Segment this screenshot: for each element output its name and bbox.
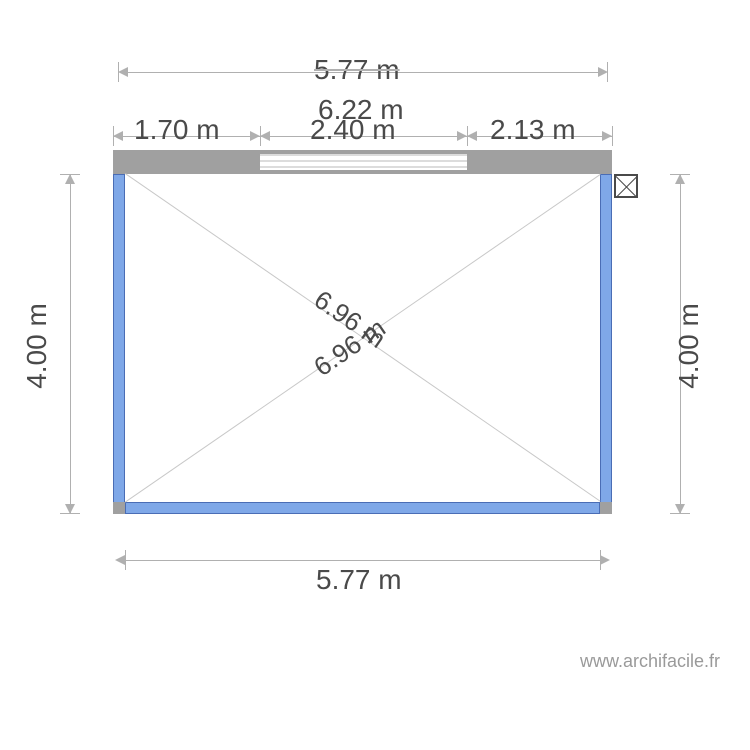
dim-top-seg3: 2.13 m bbox=[490, 114, 576, 146]
dim-line-left bbox=[70, 174, 71, 514]
dim-left-height: 4.00 m bbox=[21, 303, 53, 389]
dim-top-seg2: 2.40 m bbox=[310, 114, 396, 146]
dim-line-bottom bbox=[125, 560, 600, 561]
dim-top-seg1: 1.70 m bbox=[134, 114, 220, 146]
wall-bottom bbox=[125, 502, 600, 514]
symbol-box bbox=[614, 174, 638, 198]
dim-bottom-width: 5.77 m bbox=[316, 564, 402, 596]
floor-plan-canvas: 5.77 m 6.22 m 1.70 m 2.40 m 2.13 m 6.96 … bbox=[0, 0, 750, 750]
wall-right bbox=[600, 174, 612, 514]
watermark: www.archifacile.fr bbox=[580, 651, 720, 672]
dim-right-height: 4.00 m bbox=[673, 303, 705, 389]
dim-top-partial: 5.77 m bbox=[314, 54, 400, 86]
wall-left bbox=[113, 174, 125, 514]
